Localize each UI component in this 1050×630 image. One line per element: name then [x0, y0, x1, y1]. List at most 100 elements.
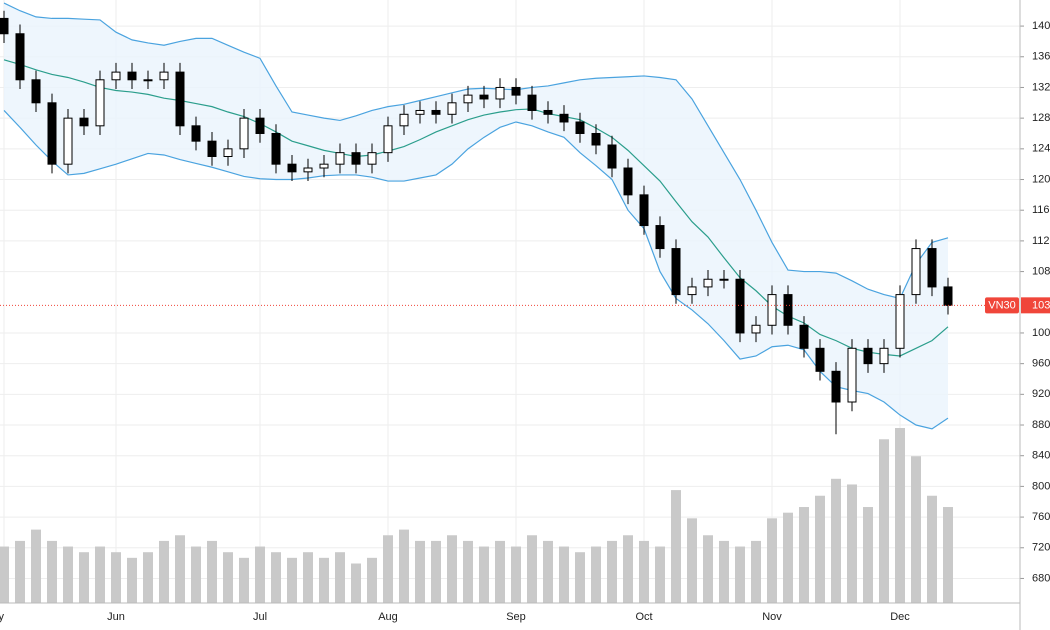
x-tick-label: Nov	[762, 611, 782, 623]
candle-body	[639, 194, 649, 227]
candle-body	[479, 94, 489, 100]
volume-bar	[0, 546, 9, 603]
candle-body	[287, 163, 297, 173]
volume-bar	[815, 495, 825, 603]
x-tick-label: Jun	[107, 611, 125, 623]
candle-body	[463, 94, 473, 104]
candle-body	[943, 286, 953, 306]
y-tick-label: 100	[1032, 327, 1050, 339]
volume-bar	[623, 535, 633, 603]
volume-bar	[175, 535, 185, 603]
candle-body	[799, 324, 809, 349]
x-tick-label: Oct	[635, 611, 652, 623]
volume-bar	[607, 540, 617, 603]
candle-body	[815, 347, 825, 372]
volume-bar	[15, 540, 25, 603]
volume-bar	[127, 557, 137, 603]
volume-bar	[303, 552, 313, 603]
y-tick-label: 128	[1032, 112, 1050, 124]
candle-body	[655, 225, 665, 250]
candle-body	[79, 117, 89, 127]
volume-bar	[575, 552, 585, 603]
candle-body	[0, 17, 9, 35]
candle-body	[191, 125, 201, 142]
volume-bar	[639, 540, 649, 603]
volume-bar	[671, 490, 681, 603]
candle-body	[95, 79, 105, 127]
volume-bar	[655, 546, 665, 603]
volume-bar	[863, 507, 873, 603]
volume-bar	[239, 557, 249, 603]
volume-bar	[287, 557, 297, 603]
candle-body	[767, 294, 777, 326]
volume-bar	[735, 546, 745, 603]
y-tick-label: 960	[1032, 358, 1050, 370]
volume-bar	[223, 552, 233, 603]
volume-bar	[527, 535, 537, 603]
candles	[0, 10, 953, 435]
volume-bar	[543, 540, 553, 603]
y-tick-label: 124	[1032, 143, 1050, 155]
volume-bar	[191, 546, 201, 603]
volume-bar	[47, 540, 57, 603]
volume-bar	[207, 540, 217, 603]
band-upper	[3, 2, 949, 300]
candle-body	[31, 79, 41, 104]
candle-body	[847, 347, 857, 403]
y-tick-label: 116	[1032, 204, 1050, 216]
y-tick-label: 108	[1032, 265, 1050, 277]
candle-body	[687, 286, 697, 296]
candle-body	[623, 167, 633, 196]
y-tick-label: 920	[1032, 388, 1050, 400]
candle-body	[111, 71, 121, 81]
candle-body	[927, 248, 937, 288]
volume-bar	[447, 535, 457, 603]
y-tick-label: 680	[1032, 572, 1050, 584]
candle-body	[559, 113, 569, 123]
candle-body	[671, 248, 681, 296]
y-tick-label: 840	[1032, 450, 1050, 462]
candle-body	[239, 117, 249, 150]
bands	[3, 2, 949, 430]
candle-body	[63, 117, 73, 165]
candle-body	[783, 294, 793, 326]
volume-bar	[31, 529, 41, 603]
candle-body	[863, 347, 873, 365]
volume-bar	[943, 507, 953, 603]
candle-body	[415, 109, 425, 115]
candle-body	[175, 71, 185, 127]
x-tick-label: Dec	[890, 611, 910, 623]
y-tick-label: 132	[1032, 81, 1050, 93]
candle-body	[591, 132, 601, 146]
x-tick-label: Jul	[253, 611, 267, 623]
volume-bar	[495, 540, 505, 603]
volume-bar	[927, 495, 937, 603]
x-tick-label: ay	[0, 611, 4, 623]
volume-bar	[847, 484, 857, 603]
volume-bar	[463, 540, 473, 603]
volume-bar	[479, 546, 489, 603]
candle-body	[383, 125, 393, 154]
volume-bar	[591, 546, 601, 603]
volume-bar	[511, 546, 521, 603]
volume-bar	[79, 552, 89, 603]
candle-body	[575, 121, 585, 134]
volume-bar	[351, 563, 361, 603]
band-lower	[3, 110, 949, 430]
last-price-badge	[1021, 297, 1050, 314]
candle-body	[751, 324, 761, 334]
y-tick-label: 760	[1032, 511, 1050, 523]
volume-bar	[831, 478, 841, 603]
volume-bar	[271, 552, 281, 603]
volume	[0, 428, 953, 603]
volume-bar	[431, 540, 441, 603]
volume-bar	[879, 439, 889, 603]
volume-bar	[415, 540, 425, 603]
volume-bar	[895, 428, 905, 603]
volume-bar	[255, 546, 265, 603]
y-tick-label: 800	[1032, 480, 1050, 492]
symbol-label: VN30	[988, 300, 1016, 312]
volume-bar	[63, 546, 73, 603]
